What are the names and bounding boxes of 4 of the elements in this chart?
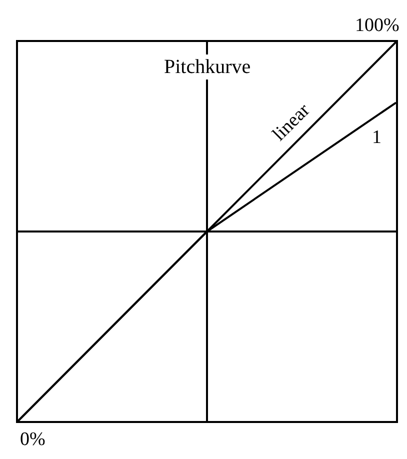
series-label: 1: [372, 127, 382, 148]
text: Pitchkurve: [164, 56, 251, 78]
text: 100%: [355, 15, 400, 36]
text: 0%: [20, 429, 46, 450]
